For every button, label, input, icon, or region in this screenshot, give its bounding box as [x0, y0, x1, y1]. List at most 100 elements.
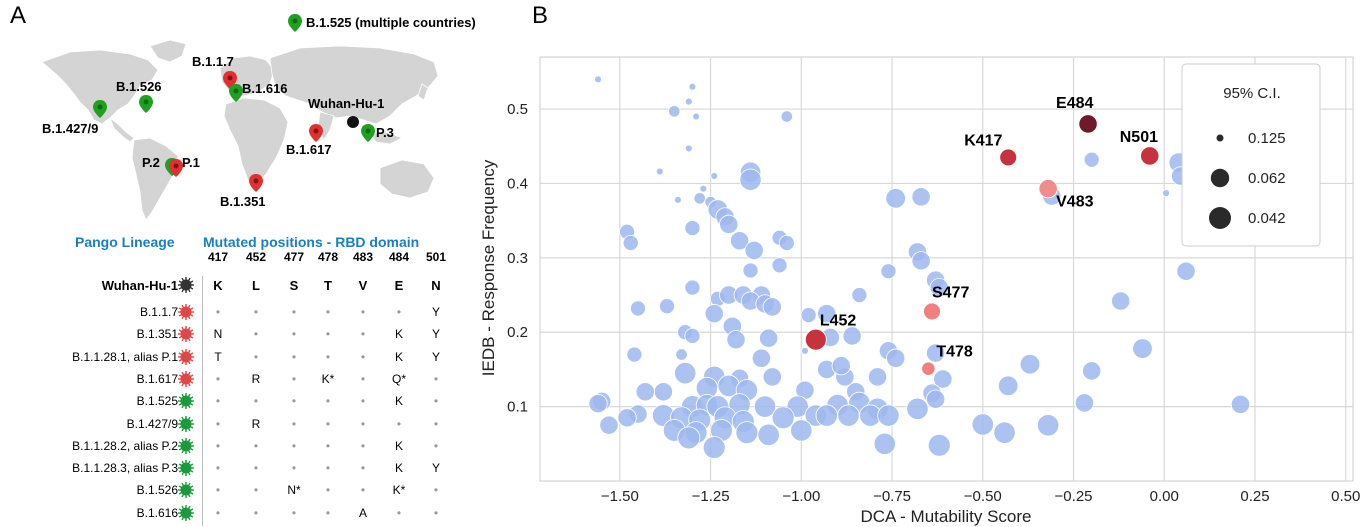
highlighted-point-t478 [921, 361, 936, 376]
data-point [635, 382, 655, 402]
mutation-cell: • [325, 327, 331, 342]
mutation-cell: V [358, 278, 368, 293]
mutation-cell: • [433, 416, 439, 431]
data-point [594, 75, 602, 84]
mutation-cell: A [358, 505, 367, 520]
mutation-cell: K [213, 278, 223, 293]
data-point [704, 304, 724, 324]
data-point [655, 167, 664, 176]
mutation-cell: • [215, 394, 221, 409]
mutation-cell: N [431, 278, 441, 293]
position-501: 501 [425, 250, 447, 264]
data-point [617, 408, 637, 428]
mutation-cell: • [325, 505, 331, 520]
mutation-cell: • [360, 483, 366, 498]
pin-wuhan [347, 116, 359, 128]
lineage-name: B.1.1.7 [139, 305, 178, 319]
mutation-cell: • [253, 394, 259, 409]
pin-b1526 [139, 95, 153, 113]
data-point [911, 251, 931, 271]
mutation-cell: • [325, 305, 331, 319]
mutation-cell: R [251, 416, 261, 431]
position-417: 417 [207, 250, 229, 264]
pin-b14279 [93, 100, 107, 118]
header-pango-lineage: Pango Lineage [75, 234, 175, 250]
mutation-cell: Y [431, 461, 440, 476]
data-point [710, 172, 719, 180]
mutation-cell: • [433, 483, 439, 498]
mutation-cell: • [360, 416, 366, 431]
data-point [757, 423, 780, 447]
y-tick-label: 0.3 [507, 250, 528, 267]
mutation-cell: • [325, 394, 331, 409]
mutation-cell: K [394, 461, 403, 476]
pin-label-b1525: B.1.525 (multiple countries) [306, 15, 476, 30]
data-point [790, 419, 813, 442]
legend-title: 95% C.I. [1223, 85, 1281, 102]
data-point [815, 404, 838, 427]
lineage-name: B.1.526 [136, 483, 178, 498]
data-point [762, 297, 782, 317]
world-map: B.1.525 (multiple countries) B.1.1.7 B.1… [41, 14, 476, 221]
lineage-name: B.1.1.28.1, alias P.1 [72, 349, 178, 364]
y-tick-label: 0.1 [507, 399, 528, 416]
mutation-cell: • [396, 305, 402, 319]
mutation-cell: • [360, 394, 366, 409]
lineage-name: B.1.1.28.3, alias P.3 [72, 461, 178, 476]
pin-b1351 [249, 174, 263, 192]
data-point [837, 404, 860, 427]
mutation-cell: • [325, 461, 331, 476]
pin-label-b1617: B.1.617 [286, 142, 332, 157]
mutation-cell: Y [431, 349, 440, 364]
mutation-cell: • [291, 327, 297, 342]
data-point [927, 433, 951, 457]
x-tick-label: 0.50 [1331, 488, 1360, 505]
virus-icon [178, 482, 194, 499]
data-point [719, 214, 739, 234]
highlighted-point-s477 [923, 302, 941, 321]
panel-a-letter: A [10, 2, 27, 29]
mutation-cell: • [325, 416, 331, 431]
highlighted-point-v483 [1038, 179, 1058, 199]
position-477: 477 [283, 250, 305, 264]
lineage-name: B.1.351 [136, 327, 178, 342]
pin-label-p2: P.2 [142, 155, 160, 170]
data-point [880, 263, 897, 280]
pin-label-p3: P.3 [376, 125, 394, 140]
data-point [1082, 361, 1102, 381]
data-point [831, 356, 851, 376]
data-point [926, 343, 946, 363]
x-tick-label: −0.25 [1055, 488, 1093, 505]
highlighted-point-l452 [804, 328, 827, 351]
data-point [622, 234, 639, 251]
y-tick-label: 0.4 [507, 175, 528, 192]
legend-box [1181, 63, 1321, 247]
virus-icon [178, 415, 194, 432]
highlighted-points: E484 K417 N501 V483 S477 L452 T478 [804, 95, 1160, 376]
mutation-cell: • [253, 483, 259, 498]
data-point [997, 375, 1019, 397]
mutation-cell: Q* [391, 371, 406, 386]
mutation-cell: • [360, 305, 366, 319]
x-tick-label: −1.00 [782, 488, 820, 505]
data-point [684, 144, 693, 153]
data-point [885, 188, 906, 209]
data-point [630, 300, 646, 317]
y-tick-label: 0.5 [507, 101, 528, 118]
lineage-name: B.1.617 [136, 371, 178, 386]
point-label-n501: N501 [1120, 129, 1158, 146]
data-point [867, 367, 888, 387]
data-point [929, 278, 949, 298]
data-point [692, 112, 700, 121]
mutation-cell: R [251, 371, 261, 386]
mutation-cell: T [214, 349, 222, 364]
data-point [780, 110, 793, 123]
mutation-cell: Y [431, 305, 440, 319]
data-point [588, 394, 608, 414]
mutation-cell: L [252, 278, 260, 293]
mutation-cell: • [291, 438, 297, 453]
legend-label: 0.042 [1248, 210, 1286, 227]
data-point [842, 326, 862, 346]
mutation-cell: • [396, 505, 402, 520]
lineage-name: B.1.525 [136, 394, 178, 409]
